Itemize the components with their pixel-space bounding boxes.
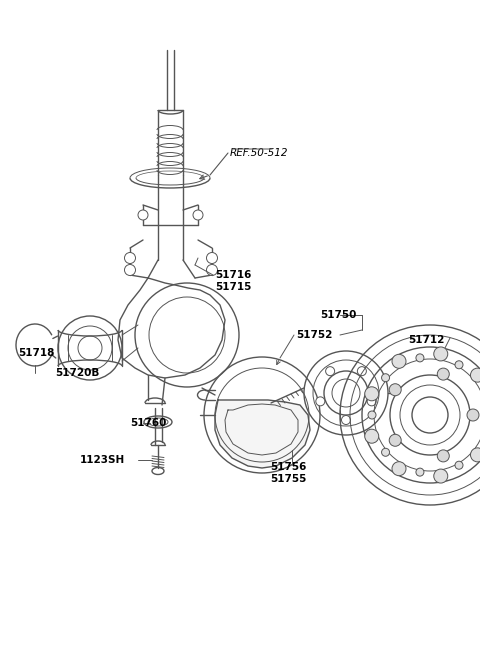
Circle shape [470,368,480,382]
Text: 51716: 51716 [215,270,252,280]
Text: 51718: 51718 [18,348,54,358]
Circle shape [470,448,480,462]
Circle shape [434,347,448,361]
Text: 51756: 51756 [270,462,306,472]
Circle shape [138,210,148,220]
Circle shape [368,411,376,419]
Circle shape [325,367,335,376]
Circle shape [416,354,424,362]
Circle shape [392,462,406,476]
Circle shape [341,415,350,424]
Circle shape [365,429,379,443]
Text: 51715: 51715 [215,282,252,292]
Circle shape [392,354,406,368]
Circle shape [434,469,448,483]
Circle shape [389,434,401,446]
Circle shape [365,387,379,401]
Circle shape [367,397,376,406]
Circle shape [437,368,449,380]
Circle shape [437,450,449,462]
Text: 51750: 51750 [320,310,356,320]
Circle shape [382,374,390,382]
Text: 51712: 51712 [408,335,444,345]
Circle shape [455,361,463,369]
Circle shape [316,397,325,406]
Circle shape [206,253,217,264]
Circle shape [382,448,390,457]
Circle shape [455,461,463,469]
Circle shape [193,210,203,220]
Circle shape [206,264,217,276]
Circle shape [416,468,424,476]
Circle shape [124,253,135,264]
Text: REF.50-512: REF.50-512 [230,148,288,158]
Circle shape [358,367,366,376]
Text: 51755: 51755 [270,474,306,484]
Polygon shape [215,400,310,468]
Text: 1123SH: 1123SH [80,455,125,465]
Text: 51760: 51760 [130,418,167,428]
Text: 51752: 51752 [296,330,332,340]
Text: 51720B: 51720B [55,368,99,378]
Circle shape [124,264,135,276]
Circle shape [467,409,479,421]
Circle shape [389,384,401,396]
